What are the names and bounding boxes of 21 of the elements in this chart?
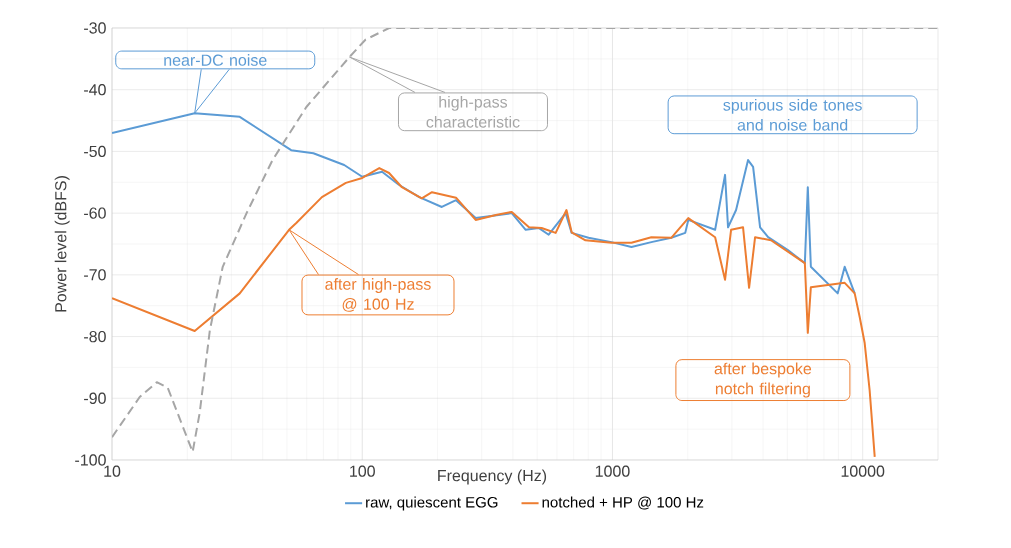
- y-tick-label: -40: [84, 84, 106, 96]
- annotation: near-DC noise: [164, 54, 267, 66]
- y-axis-title: Power level (dBFS): [54, 176, 70, 312]
- y-tick-label: -90: [84, 392, 106, 404]
- y-tick-label: -30: [84, 22, 106, 34]
- annotation: high-pass characteristic: [426, 95, 520, 128]
- x-axis-title: Frequency (Hz): [438, 469, 547, 485]
- x-tick-label: 10000: [841, 465, 885, 477]
- annotation: spurious side tones and noise band: [723, 98, 862, 131]
- y-tick-label: -80: [84, 330, 106, 343]
- annotation: after high-pass @ 100 Hz: [325, 278, 431, 312]
- y-tick-label: -60: [84, 207, 106, 219]
- annotation: after bespoke notch filtering: [714, 362, 812, 398]
- legend-label: raw, quiescent EGG: [366, 496, 498, 511]
- x-tick-label: 100: [350, 465, 375, 477]
- x-tick-label: 10: [104, 465, 121, 477]
- y-tick-label: -50: [84, 145, 106, 158]
- x-tick-label: 1000: [595, 465, 630, 477]
- y-tick-label: -100: [75, 454, 106, 466]
- legend-label: notched + HP @ 100 Hz: [542, 496, 704, 510]
- y-tick-label: -70: [84, 269, 106, 281]
